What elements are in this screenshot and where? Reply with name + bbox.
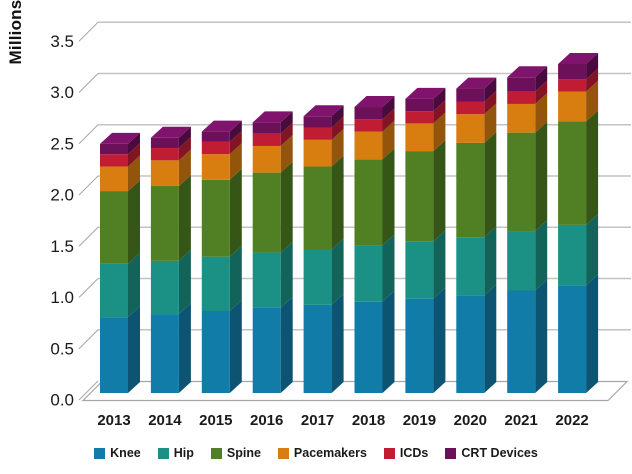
svg-text:2018: 2018 [352, 412, 385, 429]
svg-text:2022: 2022 [555, 412, 588, 429]
legend-swatch [445, 447, 457, 459]
chart-legend: Knee Hip Spine Pacemakers ICDs CRT Devic… [0, 440, 632, 466]
legend-swatch [94, 447, 106, 459]
legend-swatch [157, 447, 169, 459]
legend-label: Spine [226, 446, 261, 460]
svg-text:2.5: 2.5 [50, 134, 74, 153]
legend-label: Knee [110, 446, 141, 460]
legend-item-hip: Hip [157, 446, 194, 460]
legend-item-knee: Knee [94, 446, 141, 460]
svg-text:2015: 2015 [199, 412, 232, 429]
svg-text:2014: 2014 [148, 412, 182, 429]
svg-text:2.0: 2.0 [50, 186, 74, 205]
svg-text:2016: 2016 [250, 412, 283, 429]
legend-label: CRT Devices [461, 446, 538, 460]
legend-swatch [383, 447, 395, 459]
svg-text:0.5: 0.5 [50, 339, 74, 358]
legend-item-spine: Spine [210, 446, 261, 460]
svg-text:2013: 2013 [97, 412, 130, 429]
y-axis-title: Millions [6, 0, 25, 65]
legend-item-crt-devices: CRT Devices [445, 446, 538, 460]
svg-text:2017: 2017 [301, 412, 334, 429]
svg-text:1.5: 1.5 [50, 237, 74, 256]
legend-item-pacemakers: Pacemakers [277, 446, 367, 460]
svg-text:3.5: 3.5 [50, 32, 74, 51]
legend-swatch [210, 447, 222, 459]
legend-label: Hip [173, 446, 194, 460]
legend-item-icds: ICDs [383, 446, 429, 460]
legend-label: Pacemakers [293, 446, 367, 460]
legend-swatch [277, 447, 289, 459]
svg-text:1.0: 1.0 [50, 288, 74, 307]
svg-text:0.0: 0.0 [50, 391, 74, 410]
svg-text:2021: 2021 [505, 412, 538, 429]
svg-text:2019: 2019 [403, 412, 436, 429]
svg-text:2020: 2020 [454, 412, 487, 429]
svg-text:3.0: 3.0 [50, 83, 74, 102]
legend-label: ICDs [399, 446, 429, 460]
